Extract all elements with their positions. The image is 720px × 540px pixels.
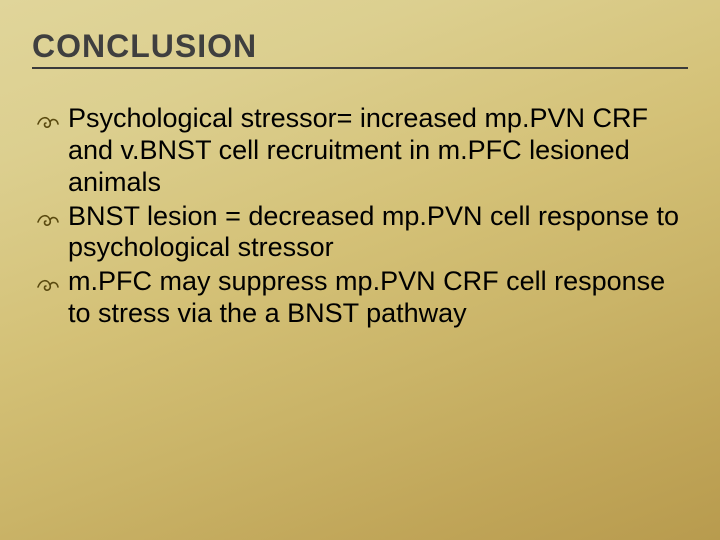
list-item: BNST lesion = decreased mp.PVN cell resp… [36, 201, 684, 265]
flourish-icon [36, 109, 60, 131]
bullet-text: m.PFC may suppress mp.PVN CRF cell respo… [68, 266, 665, 328]
slide: CONCLUSION Psychological stressor= incre… [0, 0, 720, 540]
flourish-icon [36, 207, 60, 229]
bullet-list: Psychological stressor= increased mp.PVN… [36, 103, 684, 330]
title-underline [32, 67, 688, 69]
bullet-text: Psychological stressor= increased mp.PVN… [68, 103, 648, 197]
slide-title: CONCLUSION [32, 28, 688, 65]
list-item: m.PFC may suppress mp.PVN CRF cell respo… [36, 266, 684, 330]
title-container: CONCLUSION [32, 28, 688, 69]
bullet-text: BNST lesion = decreased mp.PVN cell resp… [68, 201, 679, 263]
list-item: Psychological stressor= increased mp.PVN… [36, 103, 684, 199]
flourish-icon [36, 272, 60, 294]
